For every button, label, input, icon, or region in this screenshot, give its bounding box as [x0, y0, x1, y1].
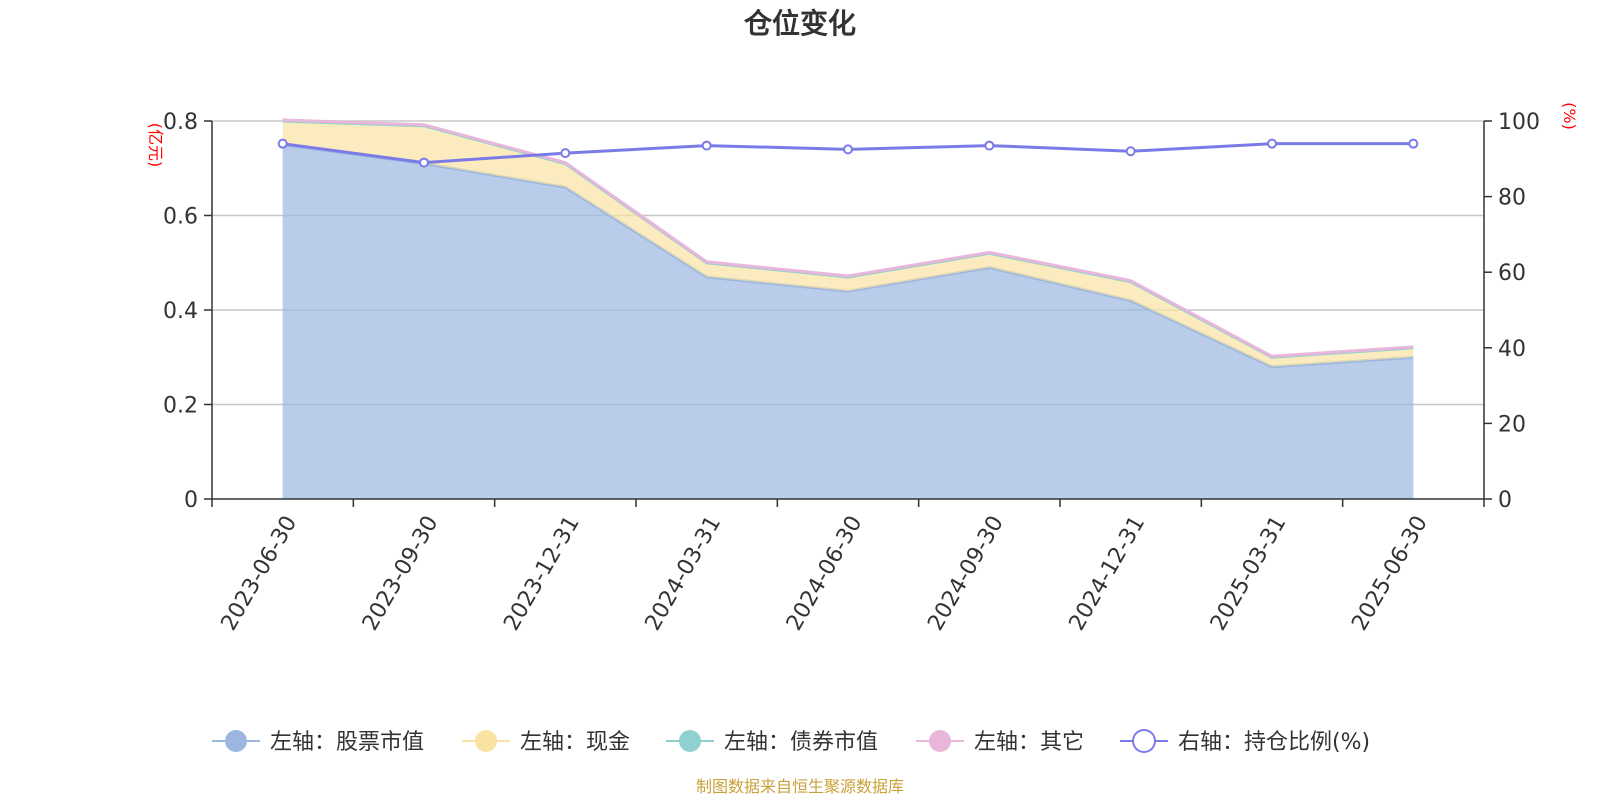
legend-label: 左轴：股票市值	[270, 730, 424, 755]
legend-label: 左轴：现金	[520, 730, 630, 755]
x-axis-tick-label: 2024-12-31	[1065, 512, 1151, 635]
line-series-group	[277, 138, 1419, 168]
right-axis-tick-label: 100	[1498, 110, 1540, 135]
area-top-line	[282, 118, 1414, 358]
x-axis-tick-label: 2024-06-30	[782, 512, 868, 635]
x-axis-tick-label: 2023-12-31	[499, 512, 585, 635]
legend-marker	[475, 730, 497, 752]
data-source-footer: 制图数据来自恒生聚源数据库	[696, 777, 904, 796]
left-axis-tick-label: 0.4	[163, 299, 198, 324]
legend-marker	[679, 730, 701, 752]
ratio-point	[984, 140, 995, 151]
x-axis-tick-label: 2024-03-31	[641, 512, 727, 635]
left-axis-unit: (亿元)	[146, 123, 165, 168]
legend-label: 右轴：持仓比例(%)	[1178, 730, 1370, 755]
x-axis-tick-label: 2023-06-30	[217, 512, 303, 635]
right-axis-tick-label: 20	[1498, 412, 1526, 437]
x-axis-tick-label: 2024-09-30	[923, 512, 1009, 635]
legend-marker	[225, 730, 247, 752]
x-axis-tick-label: 2025-06-30	[1347, 512, 1433, 635]
ratio-point	[843, 144, 853, 155]
right-axis-tick-label: 0	[1498, 488, 1512, 513]
left-axis-tick-label: 0	[184, 488, 198, 513]
ratio-point	[277, 138, 288, 149]
area-series-group	[282, 118, 1414, 499]
right-axis-unit: (%)	[1560, 102, 1579, 130]
legend-label: 左轴：债券市值	[724, 730, 878, 755]
left-axis-tick-label: 0.6	[163, 205, 198, 230]
chart-title: 仓位变化	[744, 7, 856, 40]
left-axis-tick-label: 0.8	[163, 110, 198, 135]
legend-marker	[929, 730, 951, 752]
left-axis-tick-label: 0.2	[163, 394, 198, 419]
area-fill	[282, 121, 1414, 367]
right-axis-tick-label: 80	[1498, 186, 1526, 211]
area-fill	[282, 144, 1414, 499]
legend-label: 左轴：其它	[974, 730, 1084, 755]
ratio-point	[419, 157, 429, 168]
x-axis-tick-label: 2025-03-31	[1206, 512, 1292, 635]
legend-marker	[1132, 729, 1156, 753]
ratio-point	[701, 140, 712, 151]
right-axis-tick-label: 60	[1498, 261, 1526, 286]
legend: 左轴：股票市值 左轴：现金 左轴：债券市值 左轴：其它 右轴：持仓比例(%)	[212, 729, 1370, 755]
ratio-point	[1125, 146, 1136, 157]
ratio-point	[1408, 138, 1419, 149]
right-axis-tick-label: 40	[1498, 337, 1526, 362]
ratio-point	[560, 148, 571, 159]
ratio-point	[1267, 138, 1277, 149]
x-axis-tick-label: 2023-09-30	[358, 512, 444, 635]
